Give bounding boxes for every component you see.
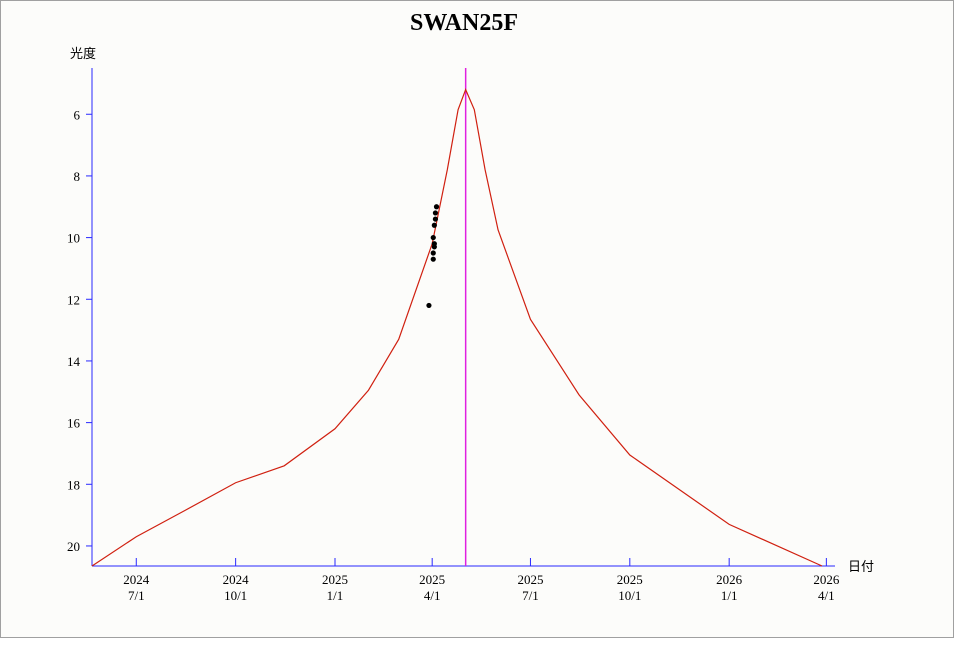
x-tick-label: 2025 4/1 <box>419 572 445 603</box>
observation <box>430 234 436 241</box>
x-tick-label: 2026 4/1 <box>813 572 840 603</box>
y-tick-label: 6 <box>74 107 81 122</box>
y-tick-label: 16 <box>67 416 81 431</box>
y-tick-label: 10 <box>67 231 80 246</box>
x-axis-label: 日付 <box>848 559 874 574</box>
observation <box>430 256 436 262</box>
observation <box>432 216 439 222</box>
y-axis-label: 光度 <box>70 46 96 61</box>
y-tick-label: 18 <box>67 477 80 492</box>
chart-title: SWAN25F <box>410 10 518 36</box>
y-tick-label: 20 <box>67 539 80 554</box>
y-tick-label: 14 <box>67 354 81 369</box>
observation <box>430 250 436 256</box>
x-tick-label: 2025 7/1 <box>517 572 543 603</box>
x-tick-label: 2024 10/1 <box>223 572 250 603</box>
observation <box>431 241 437 247</box>
x-tick-label: 2026 1/1 <box>716 572 743 603</box>
y-tick-label: 8 <box>74 169 81 184</box>
x-tick-label: 2025 10/1 <box>617 572 643 603</box>
x-tick-label: 2024 7/1 <box>123 572 150 603</box>
observation <box>431 222 437 228</box>
x-tick-label: 2025 1/1 <box>322 572 348 603</box>
y-tick-label: 12 <box>67 292 80 307</box>
observation <box>433 204 440 210</box>
light-curve <box>91 87 823 567</box>
observation <box>426 302 432 309</box>
observation <box>432 210 439 216</box>
